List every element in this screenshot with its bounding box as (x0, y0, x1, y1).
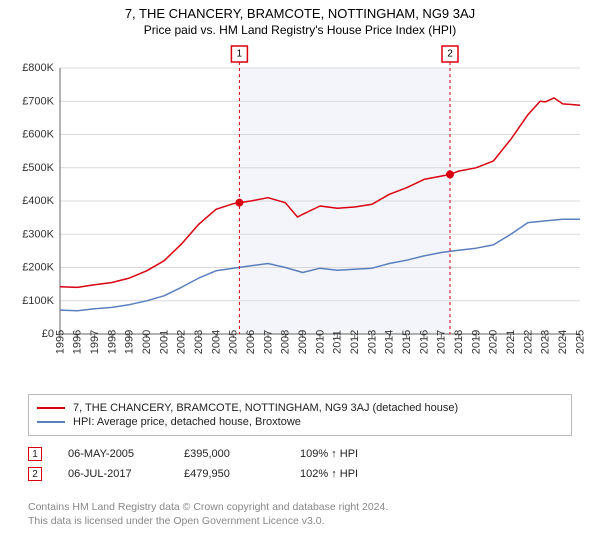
x-tick-label: 2020 (488, 330, 500, 354)
y-tick-label: £200K (22, 262, 54, 274)
y-tick-label: £400K (22, 195, 54, 207)
x-tick-label: 1997 (89, 330, 101, 354)
x-tick-label: 2005 (228, 330, 240, 354)
x-tick-label: 2013 (366, 330, 378, 354)
chart-area: £0 £100K £200K £300K £400K £500K £600K £700K £80… (8, 44, 592, 384)
x-tick-label: 2019 (470, 330, 482, 354)
sales-date: 06-JUL-2017 (48, 468, 178, 480)
sale-marker-number: 2 (447, 49, 453, 60)
x-tick-label: 2008 (280, 330, 292, 354)
attribution: Contains HM Land Registry data © Crown c… (28, 500, 572, 528)
y-tick-label: £500K (22, 162, 54, 174)
sale-point (235, 199, 243, 207)
x-tick-label: 2025 (574, 330, 586, 354)
sales-row: 2 06-JUL-2017 £479,950 102% ↑ HPI (28, 464, 572, 484)
x-tick-label: 2012 (349, 330, 361, 354)
x-tick-label: 2022 (522, 330, 534, 354)
page-subtitle: Price paid vs. HM Land Registry's House … (0, 23, 600, 37)
page-title: 7, THE CHANCERY, BRAMCOTE, NOTTINGHAM, N… (0, 6, 600, 21)
y-tick-label: £600K (22, 129, 54, 141)
x-tick-label: 2010 (314, 330, 326, 354)
legend-swatch (37, 421, 65, 423)
sales-price: £479,950 (184, 468, 294, 480)
x-tick-label: 2021 (505, 330, 517, 354)
sales-hpi-pct: 102% ↑ HPI (300, 468, 410, 480)
x-tick-label: 1995 (54, 330, 66, 354)
y-tick-label: £100K (22, 295, 54, 307)
y-tick-label: £0 (42, 328, 54, 340)
y-tick-label: £800K (22, 62, 54, 74)
sales-date: 06-MAY-2005 (48, 448, 178, 460)
legend-label: HPI: Average price, detached house, Brox… (73, 416, 301, 428)
x-tick-label: 2007 (262, 330, 274, 354)
attribution-line-1: Contains HM Land Registry data © Crown c… (28, 500, 572, 514)
x-tick-label: 2000 (141, 330, 153, 354)
x-tick-label: 2001 (158, 330, 170, 354)
x-tick-label: 2024 (557, 330, 569, 354)
sales-row: 1 06-MAY-2005 £395,000 109% ↑ HPI (28, 444, 572, 464)
legend-label: 7, THE CHANCERY, BRAMCOTE, NOTTINGHAM, N… (73, 402, 458, 414)
sales-marker: 2 (28, 467, 42, 481)
legend-item: 7, THE CHANCERY, BRAMCOTE, NOTTINGHAM, N… (37, 401, 563, 415)
y-tick-label: £700K (22, 95, 54, 107)
x-tick-label: 2011 (332, 330, 344, 354)
legend-item: HPI: Average price, detached house, Brox… (37, 415, 563, 429)
x-tick-label: 1999 (124, 330, 136, 354)
x-tick-label: 2018 (453, 330, 465, 354)
sales-marker: 1 (28, 447, 42, 461)
x-tick-label: 2004 (210, 330, 222, 354)
y-tick-label: £300K (22, 228, 54, 240)
x-tick-label: 2023 (540, 330, 552, 354)
x-tick-label: 2006 (245, 330, 257, 354)
sale-marker-number: 1 (237, 49, 243, 60)
price-chart: £0 £100K £200K £300K £400K £500K £600K £700K £80… (8, 44, 592, 384)
x-tick-label: 2009 (297, 330, 309, 354)
x-tick-label: 2014 (384, 330, 396, 354)
attribution-line-2: This data is licensed under the Open Gov… (28, 514, 572, 528)
x-tick-label: 2002 (176, 330, 188, 354)
legend: 7, THE CHANCERY, BRAMCOTE, NOTTINGHAM, N… (28, 394, 572, 436)
sales-table: 1 06-MAY-2005 £395,000 109% ↑ HPI 2 06-JUL-20… (28, 444, 572, 484)
sales-price: £395,000 (184, 448, 294, 460)
x-tick-label: 1998 (106, 330, 118, 354)
legend-swatch (37, 407, 65, 409)
x-tick-label: 2016 (418, 330, 430, 354)
x-tick-label: 2017 (436, 330, 448, 354)
title-block: 7, THE CHANCERY, BRAMCOTE, NOTTINGHAM, N… (0, 0, 600, 39)
x-tick-label: 2003 (193, 330, 205, 354)
x-tick-label: 2015 (401, 330, 413, 354)
x-tick-label: 1996 (72, 330, 84, 354)
sale-point (446, 170, 454, 178)
sales-hpi-pct: 109% ↑ HPI (300, 448, 410, 460)
